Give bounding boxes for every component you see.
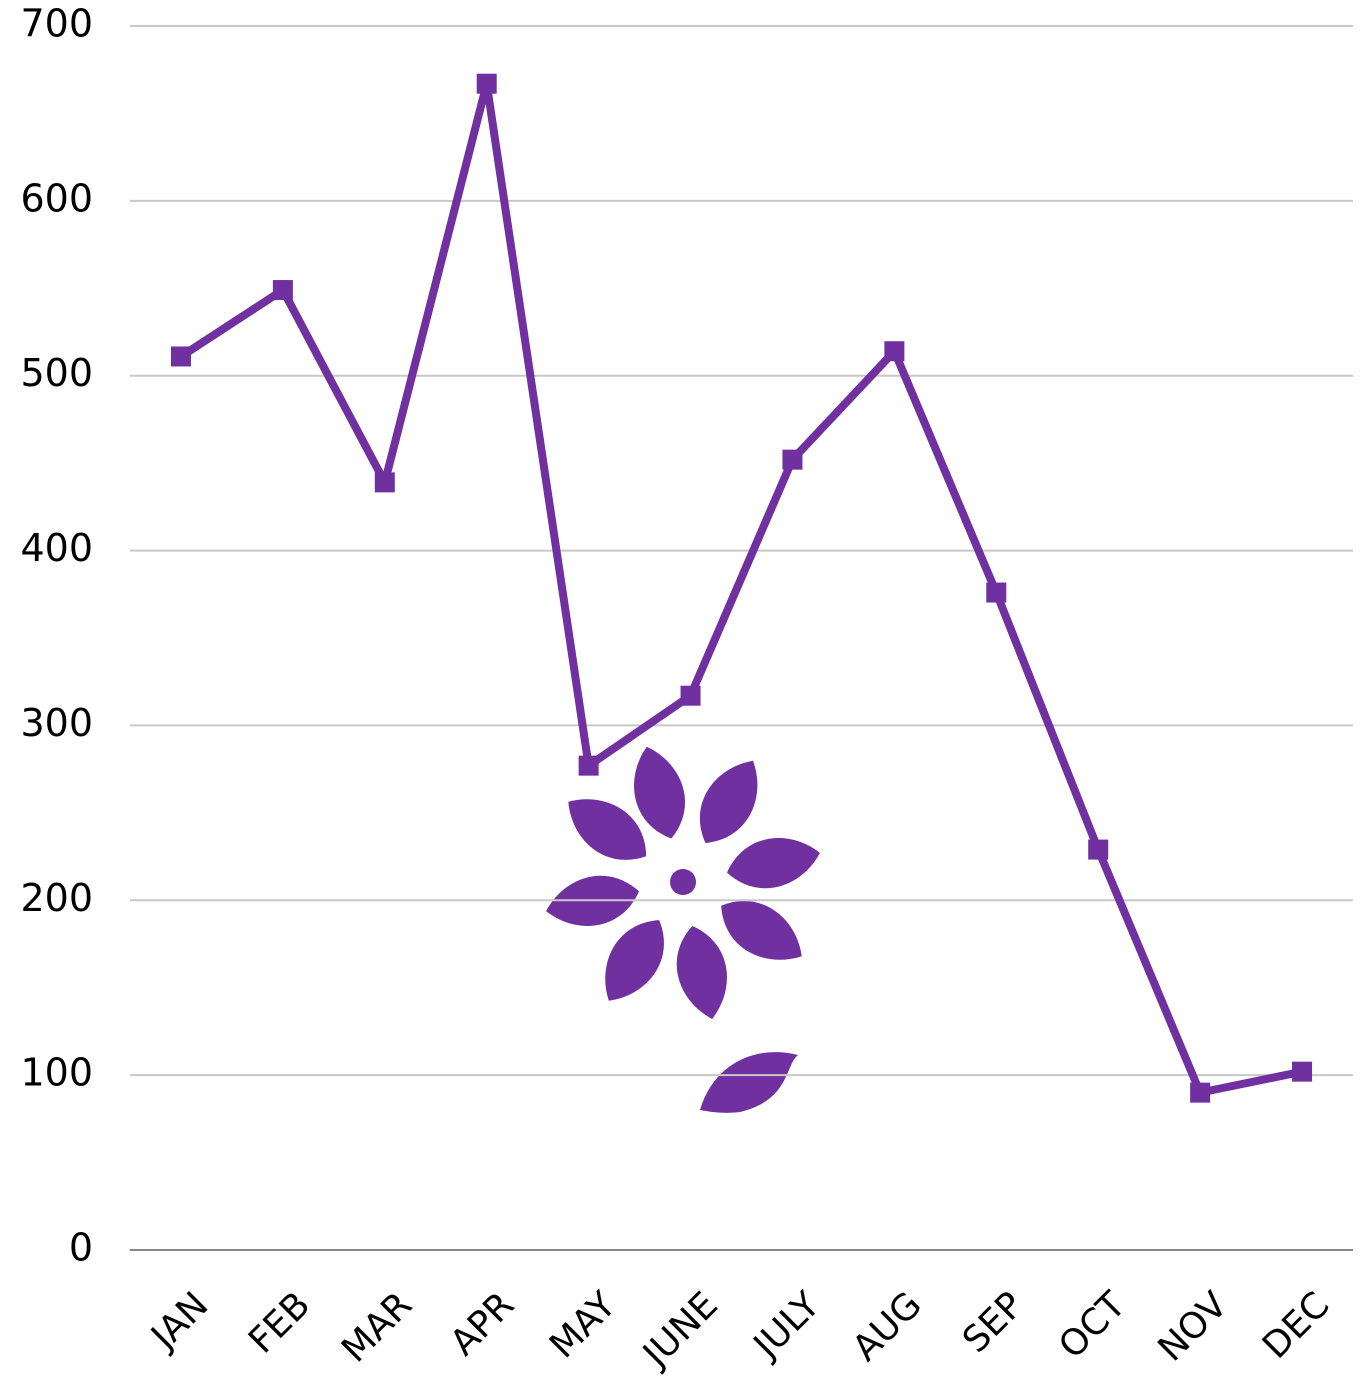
- y-tick-label: 200: [20, 876, 93, 920]
- y-tick-label: 400: [20, 526, 93, 570]
- marker: [272, 280, 293, 301]
- y-tick-label: 700: [20, 2, 93, 46]
- x-tick-label: MAY: [542, 1284, 625, 1367]
- marker: [374, 472, 395, 493]
- x-tick-label: JAN: [142, 1284, 216, 1358]
- marker: [476, 73, 497, 94]
- x-tick-label: APR: [443, 1284, 522, 1363]
- marker: [986, 582, 1007, 603]
- x-tick-label: DEC: [1255, 1284, 1337, 1366]
- marker: [1190, 1082, 1211, 1103]
- y-tick-label: 0: [69, 1226, 93, 1270]
- marker: [680, 685, 701, 706]
- falling-petal: [700, 1052, 798, 1113]
- y-tick-label: 600: [20, 176, 93, 220]
- x-tick-label: SEP: [955, 1284, 1032, 1361]
- y-tick-label: 500: [20, 351, 93, 395]
- marker: [1292, 1061, 1313, 1082]
- x-tick-label: NOV: [1151, 1284, 1236, 1369]
- marker: [782, 449, 803, 470]
- x-tick-label: FEB: [241, 1284, 318, 1361]
- y-tick-label: 100: [20, 1051, 93, 1095]
- x-tick-label: AUG: [845, 1284, 930, 1369]
- x-tick-label: MAR: [334, 1284, 420, 1370]
- flower-decoration: [546, 746, 820, 1019]
- x-tick-label: JULY: [745, 1284, 829, 1368]
- line: [178, 79, 1303, 1097]
- marker: [884, 341, 905, 362]
- marker: [1088, 839, 1109, 860]
- x-tick-label: JUNE: [634, 1284, 726, 1376]
- marker: [170, 346, 191, 367]
- marker: [578, 755, 599, 776]
- y-tick-label: 300: [20, 701, 93, 745]
- x-tick-label: OCT: [1051, 1284, 1134, 1367]
